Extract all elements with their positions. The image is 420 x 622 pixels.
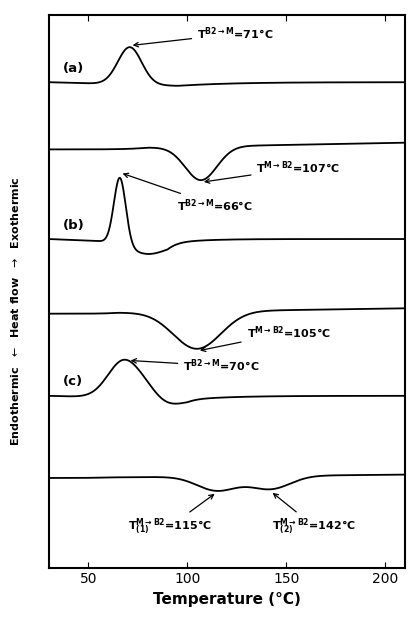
Text: $\mathbf{T_{(1)}^{M{\to}B2}}$=115°C: $\mathbf{T_{(1)}^{M{\to}B2}}$=115°C (128, 494, 213, 537)
Text: $\mathbf{T^{M{\to}B2}}$=107°C: $\mathbf{T^{M{\to}B2}}$=107°C (205, 160, 341, 183)
Text: $\mathbf{T^{B2{\to}M}}$=66°C: $\mathbf{T^{B2{\to}M}}$=66°C (124, 174, 253, 214)
Text: Endothermic  $\leftarrow$  Heat flow  $\rightarrow$  Exothermic: Endothermic $\leftarrow$ Heat flow $\rig… (9, 176, 21, 446)
Text: (a): (a) (63, 62, 84, 75)
Text: $\mathbf{T_{(2)}^{M{\to}B2}}$=142°C: $\mathbf{T_{(2)}^{M{\to}B2}}$=142°C (272, 494, 357, 537)
X-axis label: Temperature (°C): Temperature (°C) (153, 592, 301, 607)
Text: $\mathbf{T^{B2{\to}M}}$=71°C: $\mathbf{T^{B2{\to}M}}$=71°C (134, 26, 273, 47)
Text: (c): (c) (63, 375, 83, 388)
Text: (b): (b) (63, 218, 84, 231)
Text: $\mathbf{T^{B2{\to}M}}$=70°C: $\mathbf{T^{B2{\to}M}}$=70°C (132, 358, 260, 374)
Text: $\mathbf{T^{M{\to}B2}}$=105°C: $\mathbf{T^{M{\to}B2}}$=105°C (201, 324, 331, 351)
